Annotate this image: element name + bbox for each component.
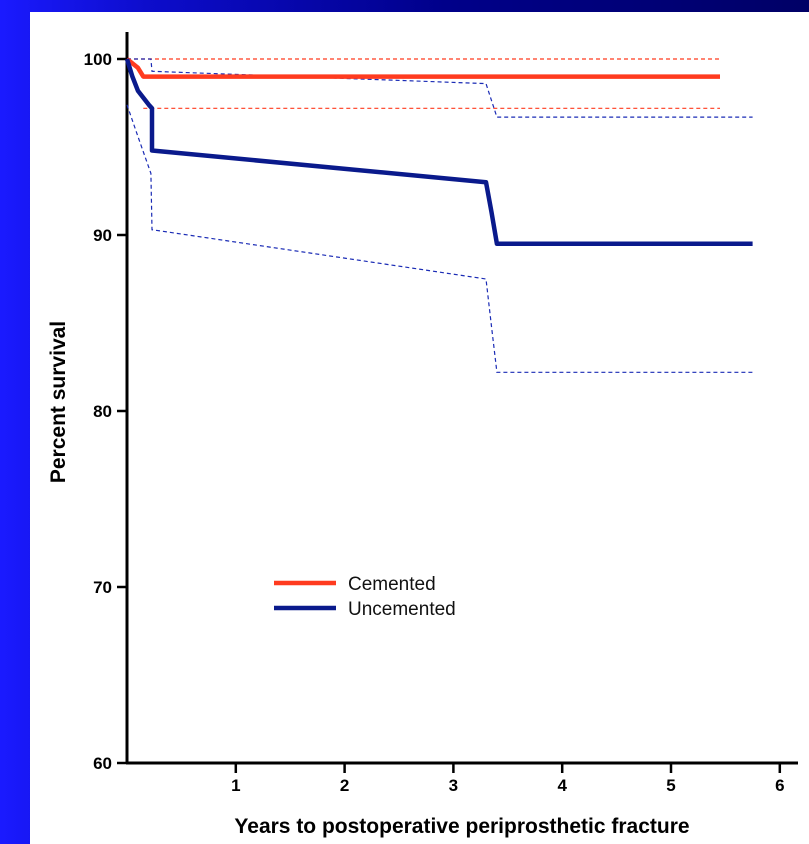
x-tick-label: 2 [340, 776, 349, 795]
x-tick-label: 4 [557, 776, 567, 795]
survival-lines [124, 57, 753, 247]
y-tick-label: 60 [93, 754, 112, 773]
axis-ticks: 1 2 3 4 5 6 60 70 80 90 100 [84, 50, 785, 795]
y-axis-title: Percent survival [47, 321, 70, 483]
y-tick-label: 80 [93, 402, 112, 421]
legend: Cemented Uncemented [274, 574, 456, 620]
y-tick-label: 90 [93, 226, 112, 245]
survival-chart: 1 2 3 4 5 6 60 70 80 90 100 Percent survival Years… [47, 32, 798, 838]
legend-label-cemented: Cemented [348, 574, 436, 595]
y-tick-label: 70 [93, 578, 112, 597]
chart-panel: 1 2 3 4 5 6 60 70 80 90 100 Percent survival Years… [30, 12, 809, 844]
confidence-bands [126, 58, 753, 373]
x-tick-label: 6 [775, 776, 784, 795]
x-tick-label: 1 [231, 776, 240, 795]
x-tick-label: 5 [666, 776, 675, 795]
uncemented-ci-lower [126, 104, 753, 373]
legend-label-uncemented: Uncemented [348, 599, 456, 620]
y-tick-label: 100 [84, 50, 112, 69]
uncemented-survival-line [124, 58, 753, 247]
x-tick-label: 3 [449, 776, 458, 795]
cemented-survival-line [125, 57, 720, 79]
x-axis-title: Years to postoperative periprosthetic fr… [234, 815, 689, 838]
